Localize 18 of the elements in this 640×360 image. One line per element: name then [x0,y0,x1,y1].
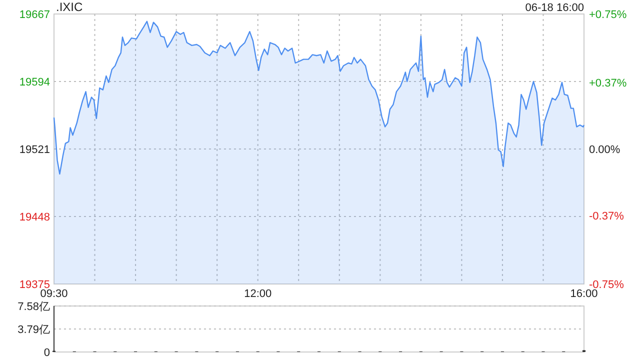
y-tick-label: 19375 [19,279,50,291]
y2-tick-label: -0.37% [589,210,624,223]
x-tick-label: 16:00 [570,288,598,300]
x-tick-label: 12:00 [244,288,272,300]
y2-tick-label: 0.00% [589,144,620,156]
chart-title: .IXIC [56,0,84,14]
y2-tick-label: +0.37% [589,77,627,90]
y-tick-label: 19594 [19,76,50,88]
x-tick-label: 09:30 [40,288,68,300]
y2-tick-label: -0.75% [589,279,624,291]
y-tick-label: 19521 [19,144,50,156]
y-tick-label: 19667 [19,9,50,21]
y-tick-label: 3.79亿 [18,324,50,336]
y2-tick-label: +0.75% [589,9,627,21]
y-tick-label: 7.58亿 [18,301,50,313]
y-tick-label: 19448 [19,212,50,224]
annotation: 06-18 16:00 [525,2,584,14]
y-tick-label: 0 [44,347,50,359]
